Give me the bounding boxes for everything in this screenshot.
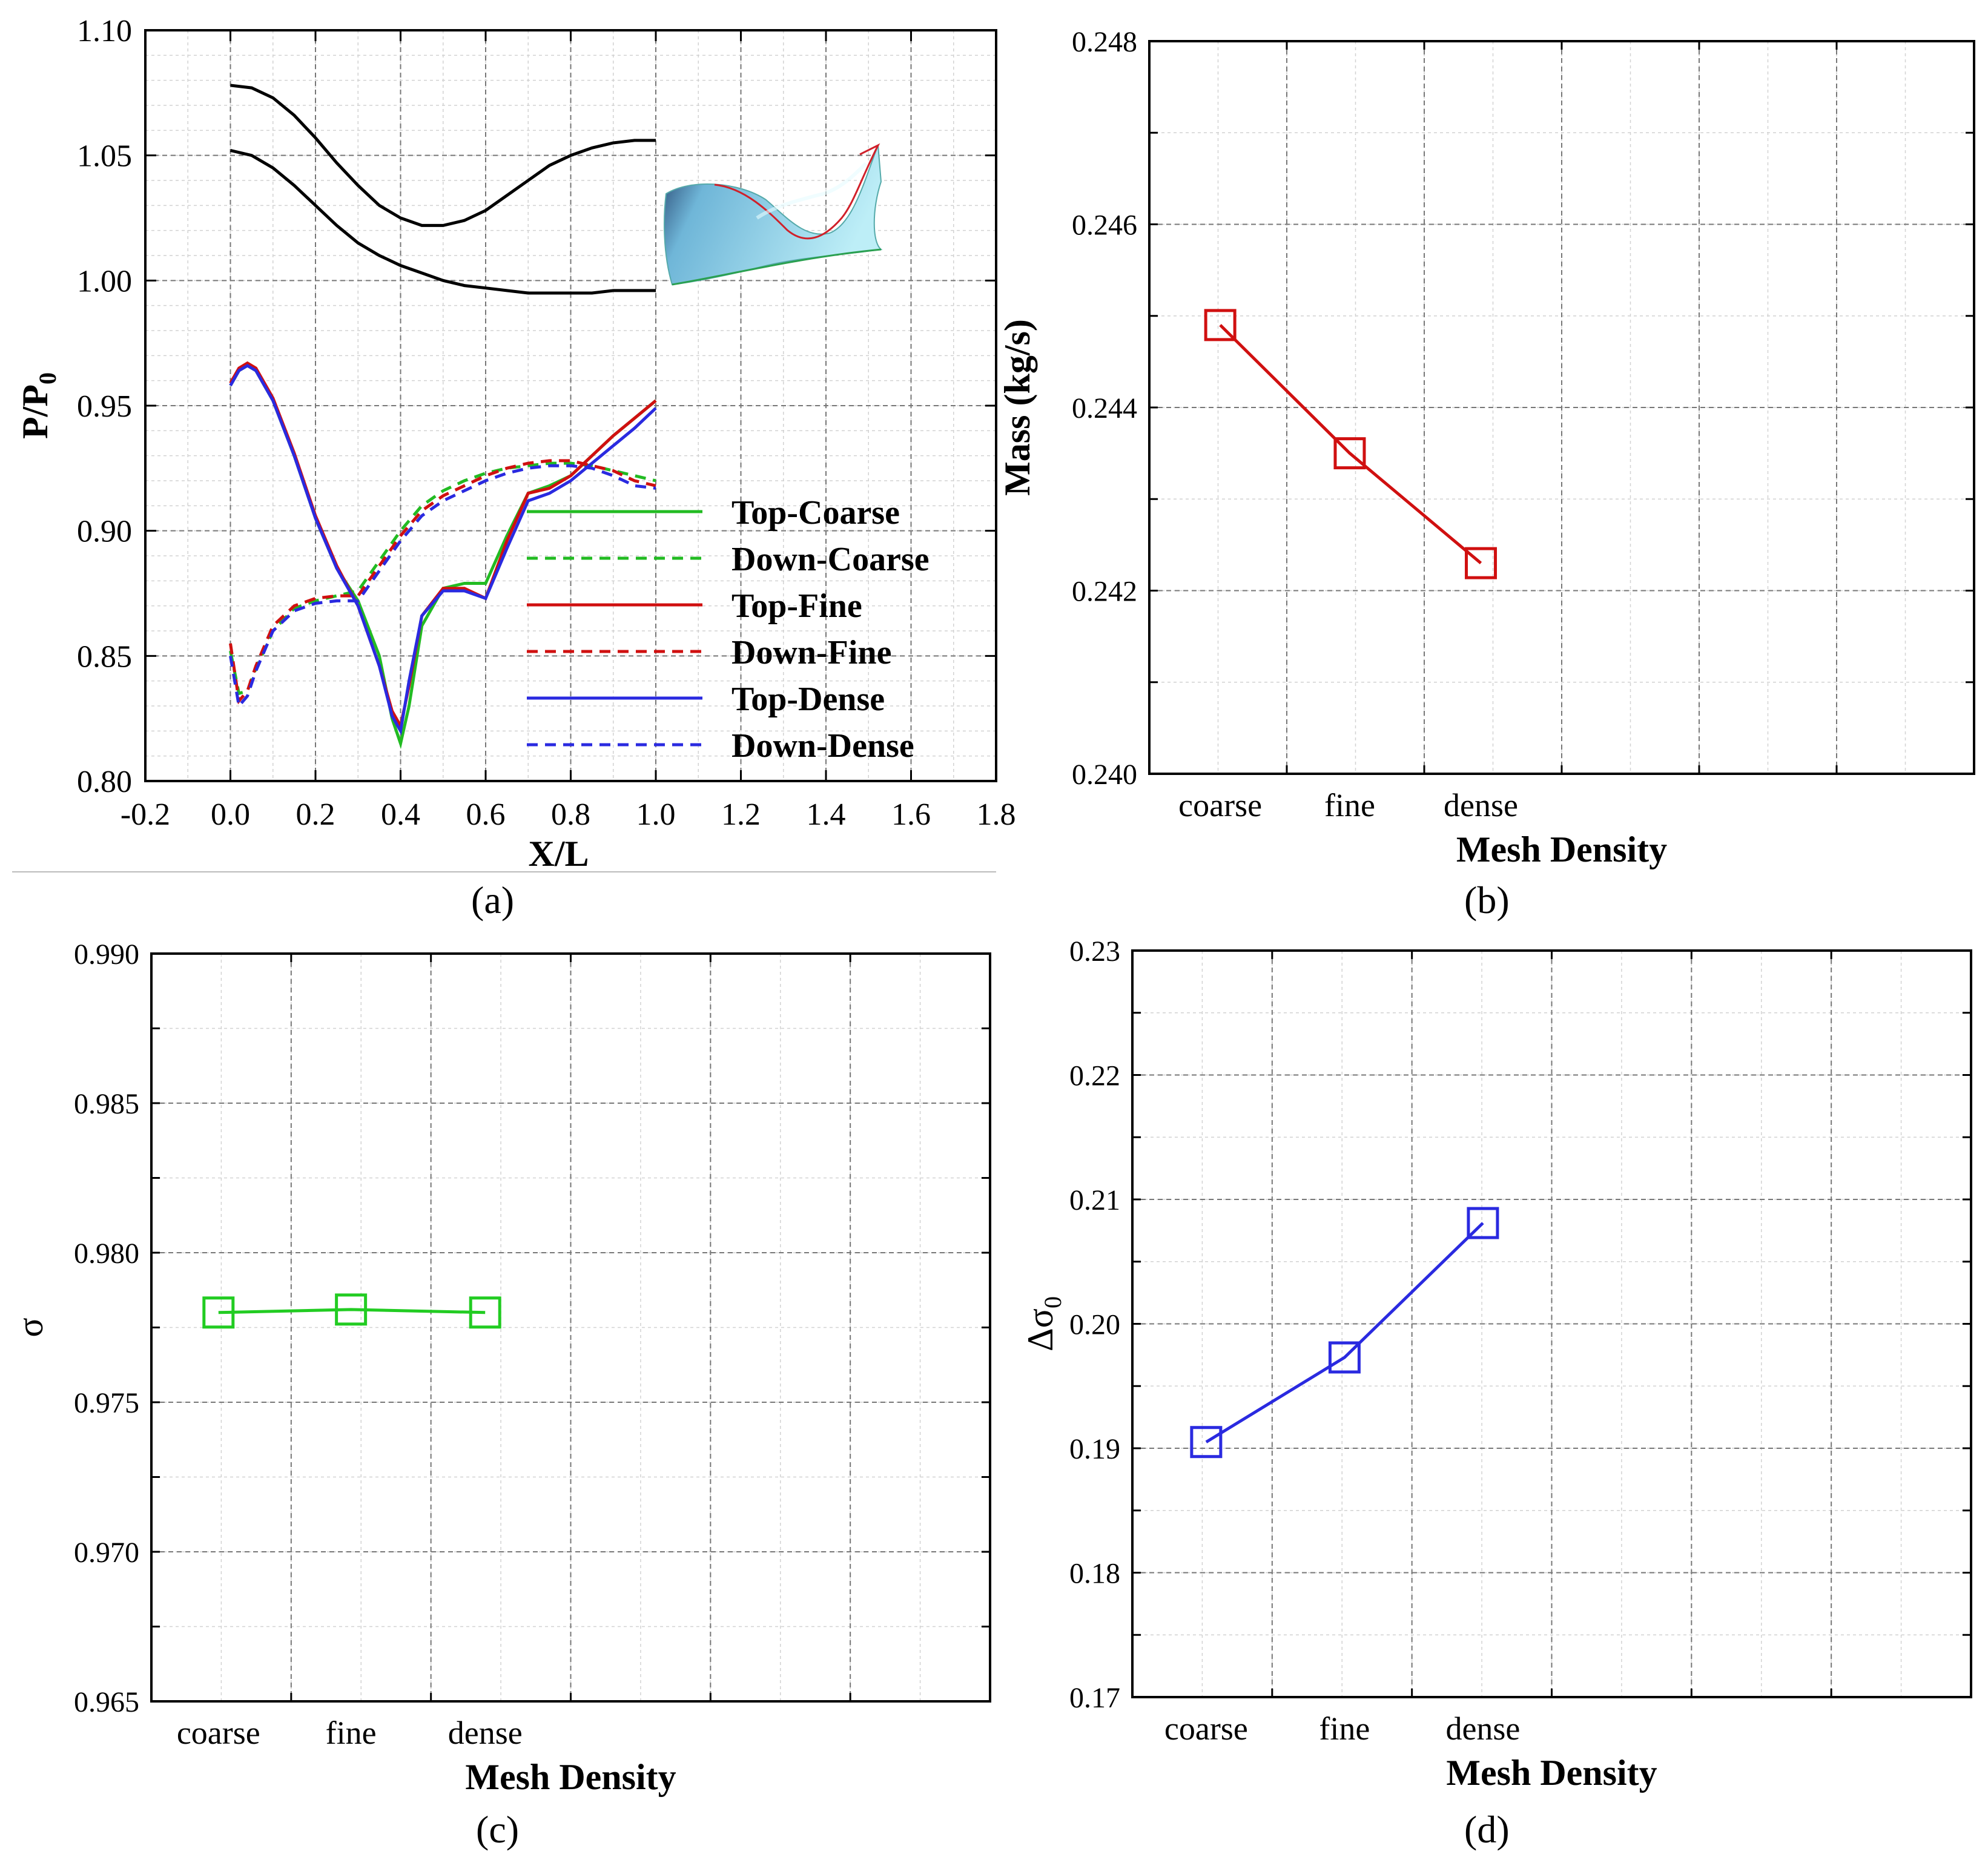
x-category-label: fine <box>326 1715 377 1751</box>
y-tick-label: 0.242 <box>1072 576 1137 608</box>
x-category-label: fine <box>1324 787 1375 823</box>
y-tick-label: 0.246 <box>1072 209 1137 242</box>
y-tick-label: 0.240 <box>1072 759 1137 791</box>
y-axis-label: Mass (kg/s) <box>997 319 1037 496</box>
y-tick-label: 0.18 <box>1069 1558 1120 1590</box>
y-tick-label: 1.00 <box>77 264 132 298</box>
geometry-curve-2 <box>230 148 656 295</box>
series-line <box>1205 1222 1484 1443</box>
x-category-label: dense <box>448 1715 523 1751</box>
y-tick-label: 0.21 <box>1069 1184 1120 1216</box>
y-axis-label-main: Δσ <box>1020 1308 1060 1351</box>
x-axis-label: X/L <box>528 834 589 874</box>
data-point-fine <box>335 1293 368 1326</box>
y-tick-label: 0.90 <box>77 515 132 549</box>
y-tick-label: 0.19 <box>1069 1433 1120 1465</box>
data-point-fine <box>1333 437 1366 470</box>
x-axis-label: Mesh Density <box>1446 1753 1657 1793</box>
legend-label-down-dense: Down-Dense <box>731 727 914 765</box>
y-axis-label: P/P0 <box>15 372 61 439</box>
x-tick-label: 1.8 <box>977 797 1016 832</box>
series-line <box>1219 324 1482 565</box>
x-category-label: fine <box>1319 1710 1370 1747</box>
x-tick-label: -0.2 <box>121 797 170 832</box>
y-tick-label: 1.10 <box>77 14 132 48</box>
series-line-down-dense <box>229 464 656 710</box>
series-line-top-dense <box>229 364 657 736</box>
x-category-label: coarse <box>1178 787 1262 823</box>
y-tick-label: 0.17 <box>1069 1682 1120 1714</box>
y-tick-label: 0.990 <box>74 938 139 971</box>
blade-surface-inset <box>664 143 883 286</box>
y-tick-label: 0.22 <box>1069 1060 1120 1092</box>
x-tick-label: 0.2 <box>296 797 335 832</box>
x-category-label: coarse <box>1164 1710 1248 1747</box>
x-tick-label: 0.4 <box>381 797 420 832</box>
legend: Top-Coarse Down-Coarse Top-Fine Down-Fine To… <box>527 494 930 765</box>
data-point-dense <box>1467 1207 1499 1239</box>
x-tick-label: 1.6 <box>891 797 931 832</box>
chart-b: coarse fine dense 0.240 0.242 0.244 0.246 0.248… <box>997 26 1975 869</box>
y-axis-label-main: P/P <box>15 384 55 439</box>
y-tick-label: 0.975 <box>74 1387 139 1419</box>
y-axis-label: Δσ0 <box>1020 1296 1066 1351</box>
panel-label-c: (c) <box>476 1808 520 1851</box>
y-tick-label: 0.20 <box>1069 1309 1120 1341</box>
legend-label-top-coarse: Top-Coarse <box>731 494 900 532</box>
y-axis-label-sub: 0 <box>34 372 61 384</box>
panel-label-d: (d) <box>1464 1808 1510 1851</box>
geometry-curve-1 <box>230 84 656 227</box>
y-axis-label: σ <box>10 1317 50 1337</box>
series-line-down-fine <box>229 459 656 705</box>
y-axis-label-sub: 0 <box>1039 1296 1066 1308</box>
x-tick-label: 0.8 <box>551 797 590 832</box>
legend-label-top-dense: Top-Dense <box>731 681 885 718</box>
y-tick-label: 1.05 <box>77 139 132 174</box>
legend-label-down-coarse: Down-Coarse <box>731 541 930 578</box>
chart-d: coarse fine dense 0.17 0.18 0.19 0.20 0.21 0.22 0… <box>1020 935 1972 1793</box>
panel-label-a: (a) <box>471 879 515 922</box>
data-point-dense <box>1465 547 1498 579</box>
y-tick-label: 0.985 <box>74 1088 139 1120</box>
y-tick-label: 0.80 <box>77 765 132 799</box>
data-point-fine <box>1328 1341 1361 1374</box>
x-axis-label: Mesh Density <box>1456 829 1667 869</box>
blade-top-edge <box>714 143 880 240</box>
chart-c: coarse fine dense 0.965 0.970 0.975 0.980 0.985… <box>10 938 991 1797</box>
blade-highlight <box>756 162 868 220</box>
panel-label-b: (b) <box>1464 879 1510 922</box>
chart-a: -0.2 0.0 0.2 0.4 0.6 0.8 1.0 1.2 1.4 1.6 1.8 0.80 0.… <box>12 14 1016 874</box>
data-point-dense <box>469 1296 501 1329</box>
y-tick-label: 0.980 <box>74 1238 139 1270</box>
legend-label-down-fine: Down-Fine <box>731 634 891 671</box>
x-category-label: dense <box>1445 1710 1520 1747</box>
y-tick-label: 0.248 <box>1072 26 1137 58</box>
data-point-coarse <box>202 1296 235 1329</box>
x-tick-label: 1.0 <box>636 797 676 832</box>
x-tick-label: 0.6 <box>466 797 506 832</box>
y-tick-label: 0.95 <box>77 389 132 424</box>
legend-label-top-fine: Top-Fine <box>731 587 862 625</box>
data-point-coarse <box>1204 309 1237 341</box>
x-category-label: coarse <box>177 1715 260 1751</box>
x-category-label: dense <box>1444 787 1518 823</box>
y-tick-label: 0.970 <box>74 1537 139 1569</box>
y-tick-label: 0.23 <box>1069 935 1120 968</box>
blade-bottom-edge <box>672 248 882 286</box>
data-point-coarse <box>1190 1426 1223 1459</box>
y-tick-label: 0.85 <box>77 639 132 674</box>
x-axis-label: Mesh Density <box>465 1757 676 1797</box>
x-tick-label: 1.4 <box>807 797 846 832</box>
series-line-top-fine <box>229 361 657 731</box>
series-line <box>218 1308 486 1314</box>
y-tick-label: 0.965 <box>74 1686 139 1718</box>
x-tick-label: 1.2 <box>721 797 761 832</box>
y-tick-label: 0.244 <box>1072 392 1137 424</box>
x-tick-label: 0.0 <box>211 797 250 832</box>
